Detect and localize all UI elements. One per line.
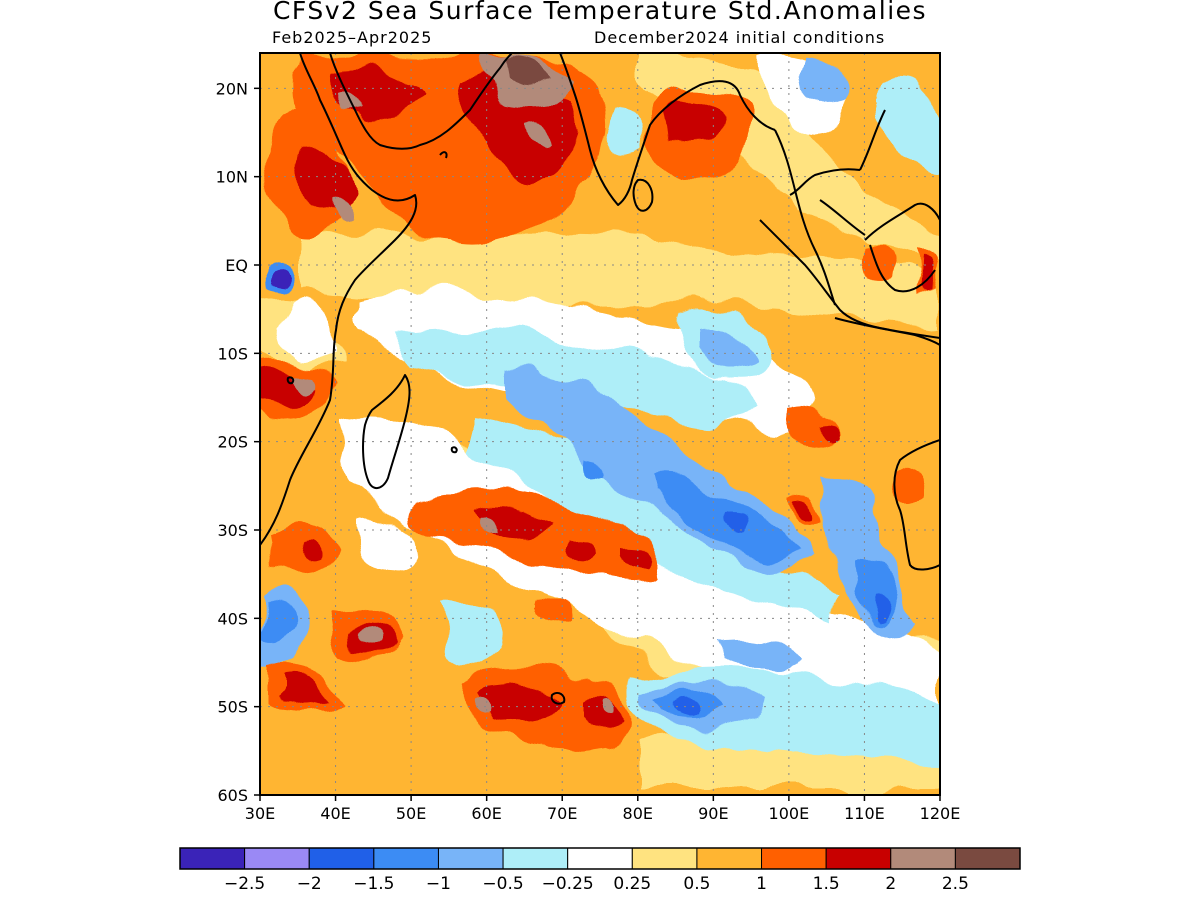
lat-tick-label: EQ: [225, 256, 248, 275]
colorbar-swatch: [696, 847, 763, 870]
colorbar-swatch: [179, 847, 246, 870]
negative-spot-east-africa: [268, 262, 294, 291]
coast-comoros: [286, 376, 295, 385]
coast-mauritius: [450, 446, 458, 454]
lon-tick-label: 110E: [844, 804, 885, 823]
colorbar-label: 2: [885, 874, 896, 894]
coast-arabia-south: [329, 53, 513, 150]
coast-maldives: [439, 151, 448, 159]
coast-sri-lanka: [632, 178, 654, 212]
coast-australia: [893, 439, 940, 571]
lat-tick-label: 50S: [217, 698, 248, 717]
anomaly-minus-1.5-2: [671, 514, 892, 713]
lat-tick-label: 10S: [217, 344, 248, 363]
coast-africa-arabia: [260, 53, 418, 546]
coast-southeast-asia: [774, 109, 886, 306]
lat-tick-label: 40S: [217, 609, 248, 628]
lon-tick-label: 70E: [547, 804, 577, 823]
colorbar-swatch: [244, 847, 310, 870]
lon-tick-label: 80E: [623, 804, 653, 823]
lat-tick-label: 30S: [217, 521, 248, 540]
coast-madagascar: [362, 374, 411, 489]
anomaly-field: [260, 53, 940, 795]
lon-tick-label: 40E: [320, 804, 350, 823]
lat-tick-label: 20S: [217, 433, 248, 452]
colorbar-swatch: [308, 847, 375, 870]
colorbar-swatch: [437, 847, 504, 870]
colorbar: −2.5 −2 −1.5 −1 −0.5 −0.25 0.25 0.5 1 1.5 2 2.5: [179, 847, 1021, 894]
colorbar-swatch: [373, 847, 439, 870]
forecast-period: Feb2025–Apr2025: [272, 28, 433, 47]
lon-tick-label: 50E: [396, 804, 426, 823]
colorbar-label: −1.5: [353, 874, 394, 894]
colorbar-swatch: [825, 847, 892, 870]
coast-java: [834, 317, 940, 346]
map-frame: [259, 52, 941, 796]
lon-tick-label: 90E: [698, 804, 728, 823]
initial-conditions: December2024 initial conditions: [594, 28, 886, 47]
lon-tick-label: 120E: [920, 804, 961, 823]
colorbar-label: 2.5: [942, 874, 969, 894]
colorbar-swatch: [502, 847, 569, 870]
colorbar-swatch: [761, 847, 827, 870]
colorbar-label: −1: [426, 874, 451, 894]
colorbar-swatch: [567, 847, 633, 870]
coast-india: [559, 53, 776, 206]
colorbar-label: 1.5: [813, 874, 840, 894]
lon-tick-label: 100E: [769, 804, 810, 823]
colorbar-swatch: [890, 847, 956, 870]
colorbar-label: −2: [297, 874, 322, 894]
coastlines: [260, 53, 940, 705]
lon-tick-label: 30E: [245, 804, 275, 823]
colorbar-swatch: [631, 847, 698, 870]
map-grid: [260, 53, 940, 795]
anomaly-above-2.5: [505, 58, 552, 88]
colorbar-frame: [179, 847, 1021, 870]
colorbar-label: −0.25: [542, 874, 594, 894]
lon-axis: 30E 40E 50E 60E 70E 80E 90E 100E 110E 120E: [245, 795, 961, 823]
lon-tick-label: 60E: [471, 804, 501, 823]
map-title: CFSv2 Sea Surface Temperature Std.Anomal…: [272, 0, 928, 25]
lat-axis: 20N 10N EQ 10S 20S 30S 40S 50S 60S: [216, 79, 260, 805]
coast-kerguelen: [550, 692, 566, 705]
colorbar-label: −0.5: [482, 874, 523, 894]
lat-tick-label: 20N: [216, 79, 248, 98]
colorbar-label: 1: [756, 874, 767, 894]
lat-tick-label: 10N: [216, 168, 248, 187]
colorbar-label: 0.25: [613, 874, 651, 894]
colorbar-swatch: [954, 847, 1021, 870]
colorbar-label: 0.5: [683, 874, 710, 894]
colorbar-label: −2.5: [224, 874, 265, 894]
lat-tick-label: 60S: [217, 786, 248, 805]
coast-borneo: [864, 202, 940, 293]
